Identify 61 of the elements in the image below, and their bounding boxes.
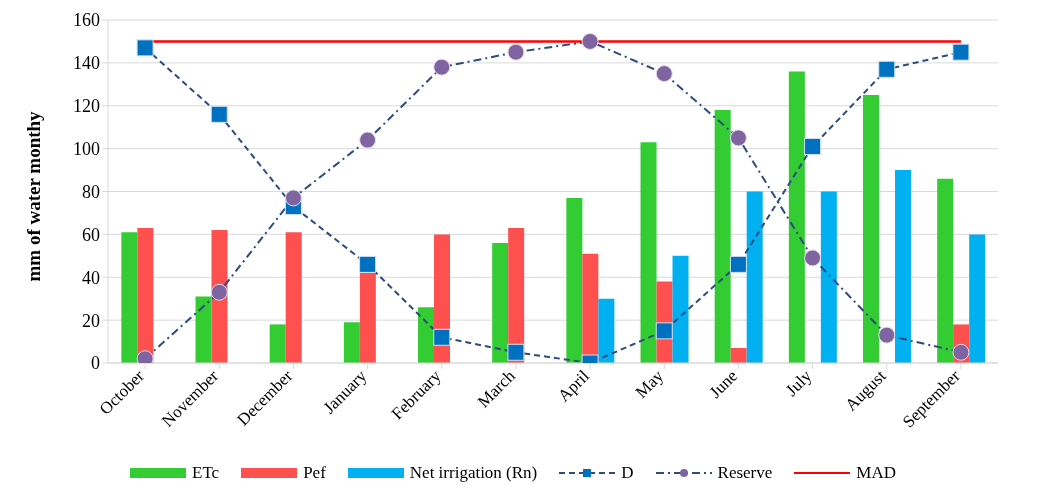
y-tick-label: 140 [73, 53, 100, 74]
legend-label: MAD [855, 463, 896, 483]
x-tick-label: July [781, 366, 816, 400]
point [433, 328, 451, 346]
bar [863, 95, 880, 363]
bar [492, 242, 509, 363]
legend-label: Reserve [716, 463, 773, 483]
bar [937, 178, 954, 363]
bar [269, 324, 286, 363]
bar [195, 296, 212, 363]
y-tick-label: 100 [73, 139, 100, 160]
point [878, 60, 896, 78]
bar [640, 142, 657, 363]
point [284, 189, 302, 207]
point [655, 322, 673, 340]
bar [343, 322, 360, 363]
legend-label: D [620, 463, 634, 483]
point [952, 43, 970, 61]
y-tick-label: 40 [82, 267, 100, 288]
x-tick-label: May [631, 366, 668, 402]
legend-label: Pef [302, 463, 326, 483]
point [729, 129, 747, 147]
point [655, 65, 673, 83]
point [507, 343, 525, 361]
bar [788, 71, 805, 363]
bar [285, 232, 302, 363]
y-tick-label: 20 [82, 310, 100, 331]
point [210, 105, 228, 123]
y-tick-label: 160 [73, 10, 100, 31]
legend-label: ETc [191, 463, 220, 483]
y-tick-label: 120 [73, 96, 100, 117]
bar [714, 110, 731, 363]
bar [895, 170, 912, 363]
bar [121, 232, 138, 363]
x-tick-label: June [705, 366, 742, 402]
point [210, 283, 228, 301]
legend-label: Net irrigation (Rn) [408, 463, 538, 483]
y-tick-label: 60 [82, 224, 100, 245]
point [804, 249, 822, 267]
point [359, 255, 377, 273]
bar [418, 307, 435, 363]
bar [730, 347, 747, 363]
point [507, 43, 525, 61]
point [878, 326, 896, 344]
bar [359, 272, 376, 363]
y-tick-label: 0 [91, 353, 100, 374]
y-tick-label: 80 [82, 181, 100, 202]
bar [598, 298, 615, 363]
bar [969, 234, 986, 363]
point [804, 137, 822, 155]
bar [672, 255, 689, 363]
point [136, 39, 154, 57]
y-axis-title: mm of water monthy [22, 110, 44, 282]
point [952, 343, 970, 361]
point [433, 58, 451, 76]
bar [820, 191, 837, 363]
point [359, 131, 377, 149]
point [729, 255, 747, 273]
bar [566, 197, 583, 363]
bar [746, 191, 763, 363]
point [581, 32, 599, 50]
